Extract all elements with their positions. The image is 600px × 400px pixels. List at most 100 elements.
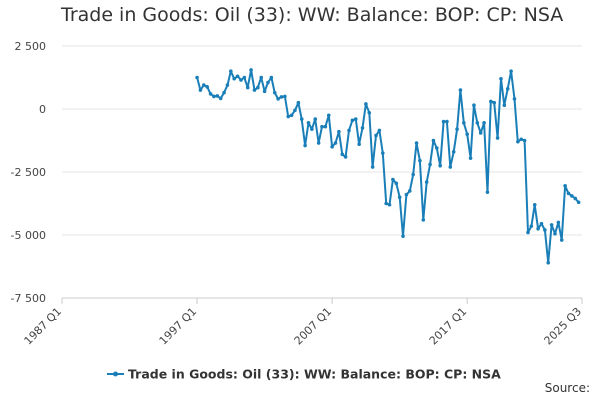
- data-point[interactable]: [502, 103, 507, 108]
- data-point[interactable]: [293, 108, 297, 113]
- data-point[interactable]: [283, 94, 287, 99]
- data-point[interactable]: [478, 131, 483, 135]
- data-point[interactable]: [394, 181, 399, 186]
- data-point[interactable]: [380, 151, 385, 155]
- data-point[interactable]: [529, 224, 534, 228]
- data-point[interactable]: [370, 165, 375, 169]
- data-point[interactable]: [215, 94, 220, 98]
- data-point[interactable]: [495, 136, 500, 140]
- data-point[interactable]: [468, 156, 473, 160]
- data-point[interactable]: [306, 121, 311, 125]
- data-point[interactable]: [492, 100, 497, 105]
- data-point[interactable]: [384, 201, 388, 206]
- data-point[interactable]: [323, 124, 328, 129]
- data-point[interactable]: [543, 228, 547, 232]
- data-point[interactable]: [320, 124, 324, 129]
- data-point[interactable]: [326, 113, 331, 118]
- data-point[interactable]: [441, 119, 446, 124]
- data-point[interactable]: [364, 102, 368, 106]
- data-point[interactable]: [239, 78, 243, 82]
- data-point[interactable]: [407, 189, 412, 193]
- data-point[interactable]: [340, 152, 345, 157]
- data-point[interactable]: [532, 202, 537, 207]
- data-point[interactable]: [397, 195, 402, 199]
- data-point[interactable]: [431, 138, 436, 143]
- data-point[interactable]: [465, 132, 469, 136]
- data-point[interactable]: [252, 88, 257, 92]
- data-point[interactable]: [451, 150, 456, 154]
- data-point[interactable]: [435, 146, 439, 150]
- data-point[interactable]: [279, 95, 284, 99]
- data-point[interactable]: [573, 196, 578, 201]
- data-point[interactable]: [499, 76, 503, 81]
- data-point[interactable]: [330, 145, 334, 149]
- data-point[interactable]: [242, 75, 247, 80]
- data-point[interactable]: [424, 180, 429, 184]
- data-point[interactable]: [475, 121, 480, 125]
- data-point[interactable]: [377, 128, 382, 133]
- data-point[interactable]: [272, 90, 277, 95]
- data-point[interactable]: [526, 230, 530, 235]
- data-point[interactable]: [232, 76, 237, 81]
- legend[interactable]: Trade in Goods: Oil (33): WW: Balance: B…: [107, 367, 501, 382]
- data-point[interactable]: [421, 218, 426, 222]
- data-point[interactable]: [212, 94, 216, 99]
- data-point[interactable]: [245, 85, 250, 90]
- data-point[interactable]: [418, 158, 422, 163]
- data-point[interactable]: [516, 139, 520, 144]
- data-point[interactable]: [229, 69, 233, 73]
- data-point[interactable]: [316, 141, 321, 145]
- data-point[interactable]: [313, 117, 318, 121]
- data-point[interactable]: [401, 234, 405, 239]
- data-point[interactable]: [276, 97, 280, 101]
- data-point[interactable]: [546, 260, 551, 265]
- data-point[interactable]: [333, 141, 338, 145]
- data-point[interactable]: [249, 68, 253, 72]
- data-point[interactable]: [536, 226, 540, 231]
- data-point[interactable]: [360, 126, 365, 130]
- data-point[interactable]: [269, 75, 274, 80]
- data-point[interactable]: [286, 114, 291, 119]
- data-point[interactable]: [198, 88, 203, 92]
- data-point[interactable]: [509, 69, 513, 73]
- data-point[interactable]: [505, 87, 510, 91]
- data-point[interactable]: [208, 92, 213, 96]
- data-point[interactable]: [256, 85, 260, 90]
- data-point[interactable]: [387, 202, 392, 207]
- data-point[interactable]: [205, 85, 209, 89]
- data-point[interactable]: [563, 184, 567, 188]
- series-line[interactable]: [196, 68, 580, 264]
- data-point[interactable]: [489, 99, 493, 104]
- data-point[interactable]: [262, 89, 267, 94]
- legend-label[interactable]: Trade in Goods: Oil (33): WW: Balance: B…: [128, 367, 501, 382]
- data-point[interactable]: [566, 191, 571, 196]
- data-point[interactable]: [235, 74, 240, 79]
- data-point[interactable]: [553, 231, 557, 236]
- data-point[interactable]: [559, 238, 564, 242]
- data-point[interactable]: [570, 194, 574, 198]
- data-point[interactable]: [458, 88, 463, 92]
- data-point[interactable]: [218, 96, 223, 101]
- data-point[interactable]: [259, 75, 264, 80]
- data-point[interactable]: [222, 90, 226, 95]
- data-point[interactable]: [404, 192, 409, 197]
- data-point[interactable]: [472, 103, 476, 108]
- data-point[interactable]: [357, 142, 361, 147]
- data-point[interactable]: [266, 80, 270, 85]
- data-point[interactable]: [414, 141, 419, 145]
- data-point[interactable]: [289, 113, 294, 118]
- data-point[interactable]: [391, 177, 395, 182]
- data-point[interactable]: [350, 118, 355, 123]
- data-point[interactable]: [455, 127, 459, 131]
- data-point[interactable]: [482, 121, 486, 125]
- data-point[interactable]: [519, 137, 524, 142]
- data-point[interactable]: [539, 221, 544, 226]
- data-point[interactable]: [202, 83, 206, 87]
- data-point[interactable]: [485, 190, 490, 194]
- data-point[interactable]: [225, 83, 230, 87]
- data-point[interactable]: [310, 127, 314, 131]
- data-point[interactable]: [522, 138, 527, 143]
- data-point[interactable]: [462, 121, 466, 125]
- data-point[interactable]: [374, 133, 378, 138]
- data-point[interactable]: [296, 100, 301, 105]
